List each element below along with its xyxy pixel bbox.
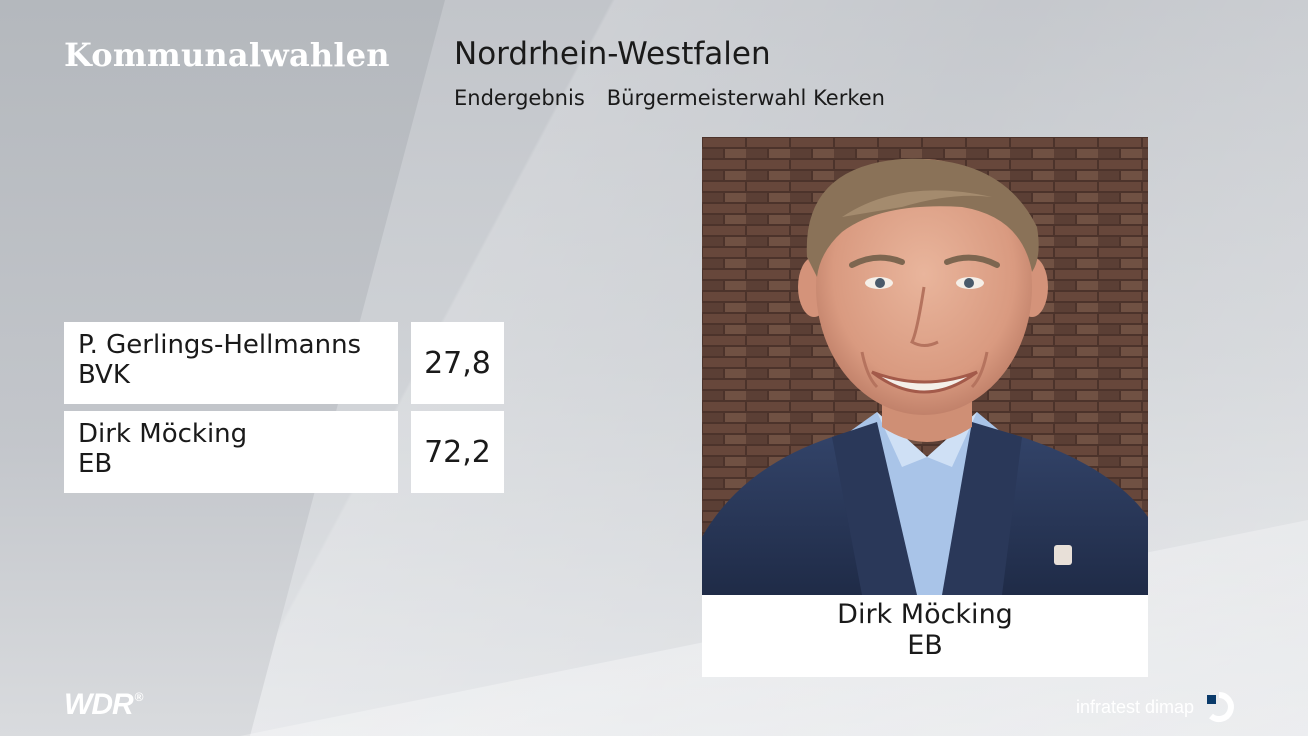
winner-name: Dirk Möcking <box>837 599 1013 630</box>
region-title: Nordrhein-Westfalen <box>454 36 771 72</box>
candidate-party: EB <box>78 449 113 479</box>
result-value: 27,8 <box>411 322 504 404</box>
infratest-dimap-logo-icon <box>1207 692 1234 722</box>
candidate-box: Dirk Möcking EB <box>64 411 398 493</box>
candidate-party: BVK <box>78 360 130 390</box>
winner-card: Dirk Möcking EB <box>702 137 1148 677</box>
brand-title: Kommunalwahlen <box>64 36 390 74</box>
pollster-name: infratest dimap <box>1076 696 1195 717</box>
candidate-name: P. Gerlings-Hellmanns <box>78 330 362 360</box>
election-name: Bürgermeisterwahl Kerken <box>606 86 885 110</box>
wdr-logo: WDR ® <box>64 688 143 722</box>
wdr-registered-mark: ® <box>134 690 144 704</box>
winner-caption: Dirk Möcking EB <box>702 599 1148 661</box>
result-type: Endergebnis <box>454 86 585 110</box>
pollster-logo: infratest dimap <box>1076 690 1236 724</box>
candidate-box: P. Gerlings-Hellmanns BVK <box>64 322 398 404</box>
winner-portrait <box>702 137 1148 595</box>
result-value: 72,2 <box>411 411 504 493</box>
wdr-logo-text: WDR <box>64 688 134 721</box>
subtitle: Endergebnis Bürgermeisterwahl Kerken <box>454 86 885 110</box>
winner-party: EB <box>907 630 943 661</box>
candidate-name: Dirk Möcking <box>78 419 248 449</box>
